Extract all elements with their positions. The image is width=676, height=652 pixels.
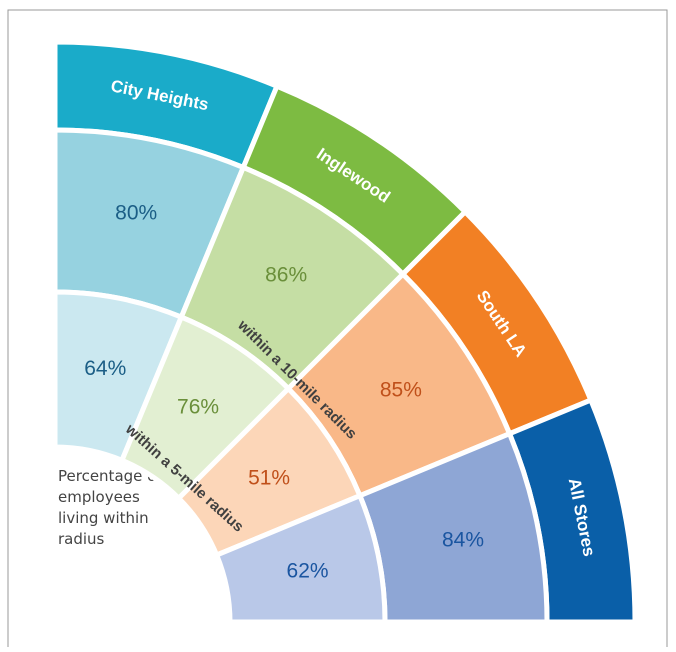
value-label: 86% <box>265 264 307 287</box>
ring-cell <box>118 313 292 502</box>
value-label: 51% <box>248 466 290 489</box>
value-label: 64% <box>84 357 126 380</box>
note: Percentage of employees living within ra… <box>58 467 162 548</box>
value-label: 76% <box>177 395 219 418</box>
value-label: 80% <box>115 202 157 225</box>
value-label: 84% <box>442 528 484 551</box>
ring-cell <box>52 289 185 464</box>
value-label: 85% <box>380 378 422 401</box>
note-box: Percentage of employees living within ra… <box>58 467 162 548</box>
ring-cell <box>213 492 388 625</box>
value-label: 62% <box>287 559 329 582</box>
